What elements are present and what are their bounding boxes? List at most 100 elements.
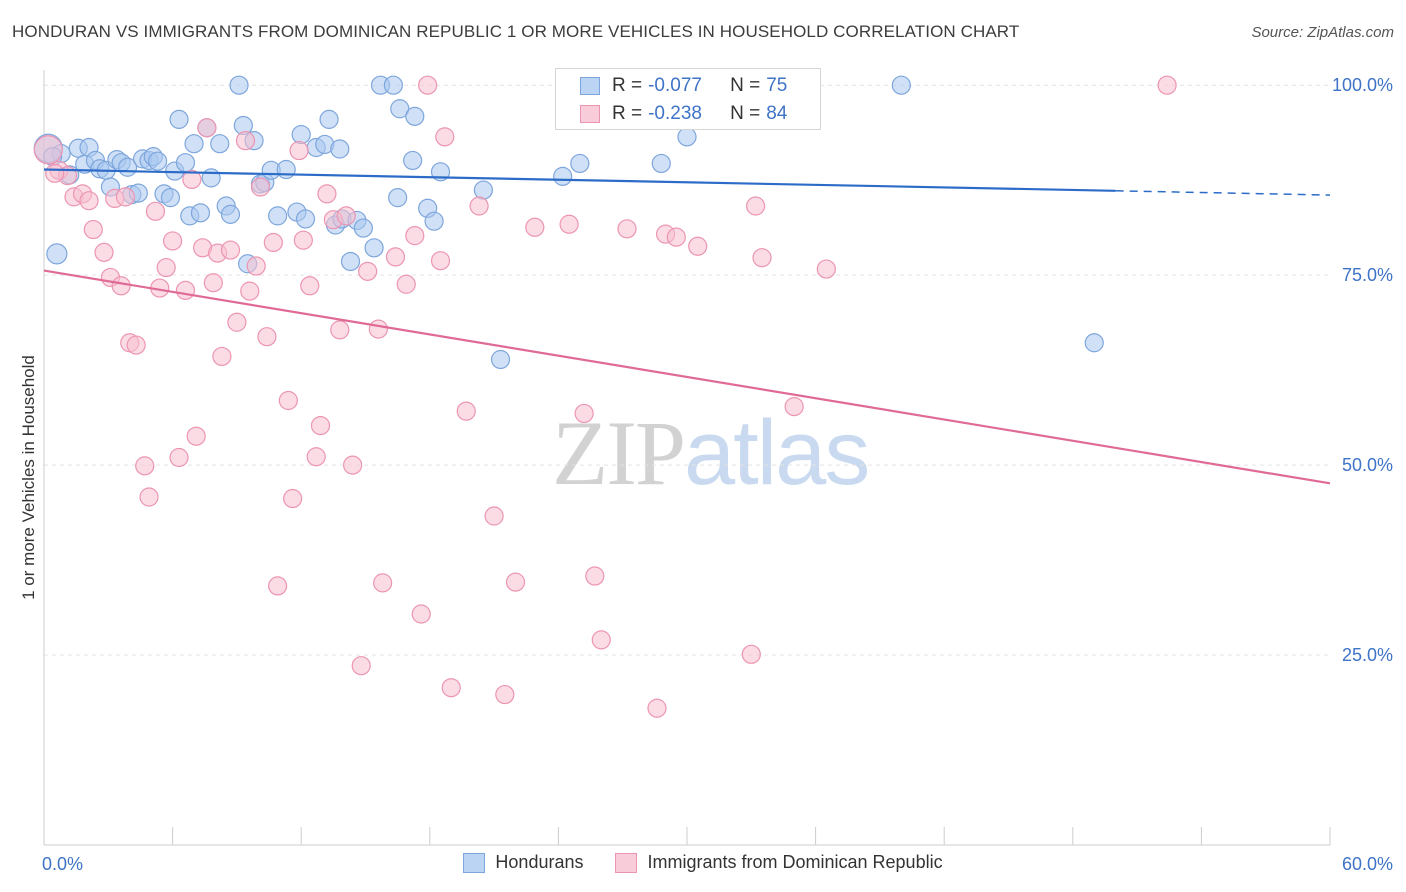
data-point — [229, 75, 249, 95]
data-point — [197, 118, 217, 138]
data-point — [184, 134, 204, 154]
data-point — [383, 75, 403, 95]
data-point — [276, 159, 296, 180]
data-point — [94, 242, 114, 262]
data-point — [293, 230, 313, 250]
trend-line-hondurans — [43, 168, 1116, 192]
data-point — [388, 188, 408, 208]
data-point — [46, 243, 68, 265]
data-point — [330, 139, 350, 159]
legend-n-value-dominican: 84 — [766, 103, 788, 124]
data-point — [220, 240, 241, 260]
data-point — [45, 163, 65, 183]
trend-line-extension-hondurans — [1115, 190, 1331, 196]
data-point — [585, 566, 605, 586]
series-legend: Hondurans Immigrants from Dominican Repu… — [0, 852, 1406, 873]
data-point — [300, 276, 320, 296]
data-point — [169, 447, 189, 468]
series-legend-label-hondurans: Hondurans — [495, 852, 584, 872]
data-point — [591, 630, 611, 650]
data-point — [396, 274, 416, 294]
data-point — [435, 127, 455, 147]
data-point — [83, 219, 103, 240]
data-point — [289, 140, 309, 161]
data-point — [268, 206, 288, 226]
data-point — [390, 99, 410, 119]
legend-row-dominican: R = -0.238 N = 84 — [580, 101, 787, 127]
data-point — [257, 327, 277, 347]
data-point — [677, 127, 697, 147]
legend-n-label: N = — [730, 103, 761, 124]
data-point — [570, 153, 590, 174]
data-point — [647, 698, 667, 718]
data-point — [139, 487, 159, 507]
data-point — [33, 135, 63, 165]
data-point — [175, 153, 196, 173]
data-point — [403, 150, 423, 171]
data-point — [169, 109, 189, 129]
data-point — [741, 644, 761, 664]
data-point — [186, 426, 206, 446]
legend-r-label: R = — [612, 103, 643, 124]
data-point — [816, 259, 836, 279]
data-point — [336, 206, 356, 226]
data-point — [424, 211, 444, 231]
legend-row-hondurans: R = -0.077 N = 75 — [580, 73, 787, 99]
y-tick-label: 25.0% — [1342, 645, 1393, 665]
data-point — [617, 219, 637, 239]
data-point — [405, 106, 425, 126]
series-legend-item-dominican: Immigrants from Dominican Republic — [615, 852, 943, 873]
data-point — [182, 169, 202, 190]
legend-swatch-dominican — [580, 105, 600, 123]
data-point — [201, 168, 221, 188]
legend-n-value-hondurans: 75 — [766, 75, 788, 96]
x-tick-label: 60.0% — [1342, 854, 1393, 874]
data-point — [160, 188, 181, 208]
legend-r-label: R = — [612, 75, 643, 96]
data-point — [418, 75, 438, 95]
data-point — [283, 488, 303, 509]
chart-title: HONDURAN VS IMMIGRANTS FROM DOMINICAN RE… — [12, 22, 1020, 41]
x-tick-label: 0.0% — [42, 854, 83, 874]
data-point — [163, 231, 183, 251]
legend-swatch-hondurans — [580, 77, 600, 95]
data-point — [115, 187, 136, 207]
watermark: ZIPatlas — [552, 400, 870, 506]
y-tick-label: 100.0% — [1332, 75, 1393, 95]
series-legend-swatch-dominican — [615, 852, 638, 873]
data-point — [559, 214, 579, 234]
data-point — [666, 227, 686, 247]
data-point — [525, 217, 545, 237]
data-point — [340, 251, 361, 272]
data-point — [268, 576, 288, 596]
legend-r-value-dominican: -0.238 — [648, 103, 702, 124]
data-point — [190, 203, 211, 223]
data-point — [147, 151, 168, 171]
legend-n-label: N = — [730, 75, 761, 96]
data-point — [306, 447, 326, 467]
data-point — [373, 573, 393, 593]
data-point — [319, 109, 339, 129]
chart-source: Source: ZipAtlas.com — [1251, 24, 1394, 41]
data-point — [111, 276, 131, 296]
data-point — [250, 177, 271, 197]
legend-r-value-hondurans: -0.077 — [648, 75, 702, 96]
trend-layer — [43, 168, 1331, 485]
data-point — [784, 396, 804, 417]
data-point — [405, 226, 425, 246]
data-point — [295, 209, 316, 229]
data-point — [145, 201, 166, 221]
data-point — [79, 191, 99, 211]
grid-layer — [44, 84, 1330, 656]
data-point — [441, 678, 461, 698]
data-point — [490, 349, 511, 370]
series-points-dominican — [33, 75, 1177, 718]
data-point — [210, 134, 230, 154]
series-legend-item-hondurans: Hondurans — [463, 852, 583, 873]
data-point — [353, 218, 373, 238]
data-point — [456, 401, 476, 421]
data-point — [135, 456, 155, 476]
data-point — [203, 273, 223, 293]
data-point — [891, 75, 911, 95]
